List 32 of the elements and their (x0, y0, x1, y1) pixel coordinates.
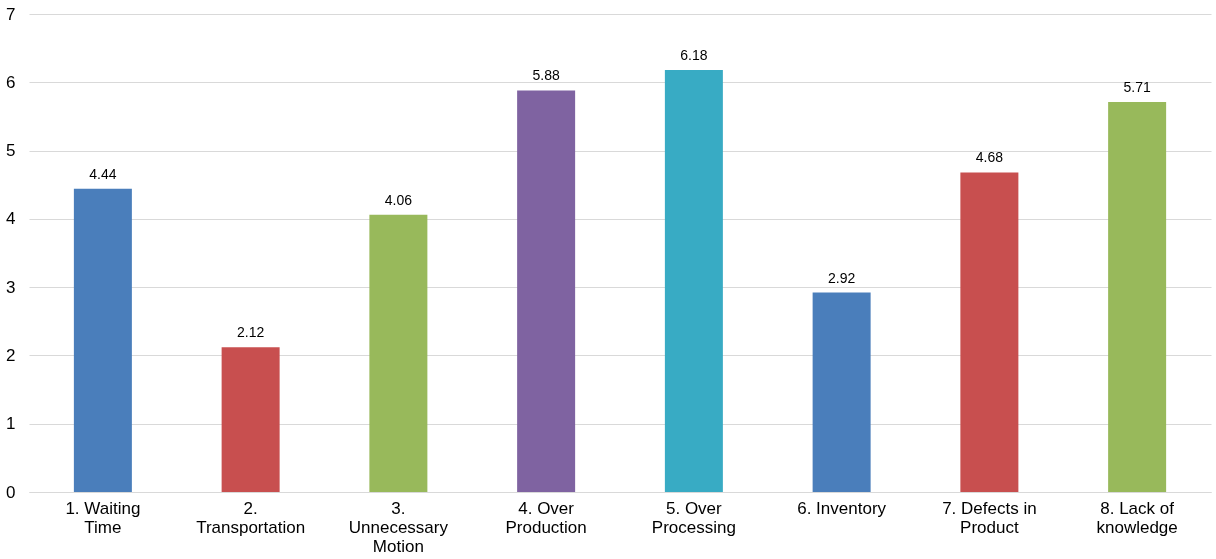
y-tick-label: 2 (6, 345, 16, 365)
data-label: 4.68 (975, 149, 1004, 166)
x-tick-label: 2. Transportation (196, 498, 306, 537)
bar (517, 90, 576, 492)
data-label: 6.18 (680, 46, 708, 63)
x-tick-label: 7. Defects in Product (942, 498, 1037, 537)
data-label: 5.71 (1123, 79, 1151, 96)
bar (812, 292, 871, 492)
bar (73, 188, 132, 492)
bar (221, 347, 280, 492)
bar (960, 172, 1019, 492)
x-tick-label: 5. Over Processing (651, 498, 736, 537)
bar (1108, 102, 1167, 492)
bar (369, 214, 428, 492)
x-tick-label: 4. Over Production (505, 498, 587, 537)
y-tick-label: 7 (6, 4, 16, 24)
data-label: 4.06 (384, 191, 413, 208)
x-tick-label: 6. Inventory (797, 498, 887, 518)
data-label: 4.44 (89, 165, 117, 182)
x-tick-label: 8. Lack of knowledge (1096, 498, 1178, 537)
y-tick-label: 1 (6, 414, 16, 434)
y-tick-label: 4 (6, 209, 16, 229)
data-label: 5.88 (532, 67, 560, 84)
y-tick-label: 5 (6, 141, 16, 161)
y-tick-label: 3 (6, 277, 16, 297)
x-tick-label: 3. Unnecessary Motion (348, 498, 449, 556)
y-tick-label: 0 (6, 482, 16, 502)
data-label: 2.92 (828, 269, 856, 286)
bar (664, 69, 723, 492)
data-label: 2.12 (237, 324, 265, 341)
y-tick-label: 6 (6, 72, 16, 92)
x-tick-label: 1. Waiting Time (65, 498, 141, 537)
